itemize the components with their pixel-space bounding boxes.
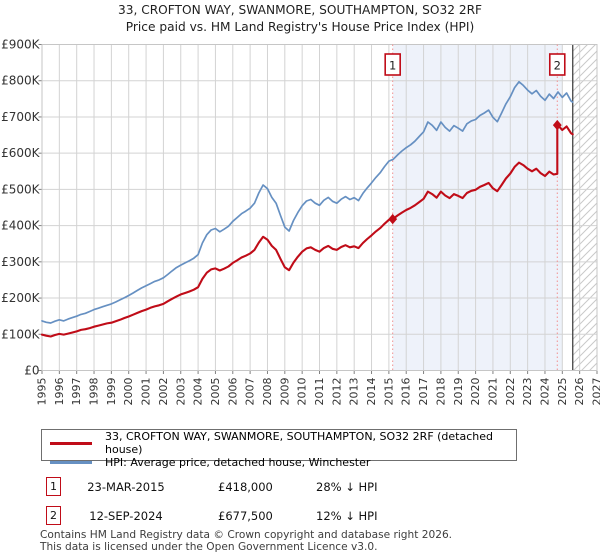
- svg-text:2018: 2018: [434, 378, 447, 406]
- chart-subtitle: Price paid vs. HM Land Registry's House …: [125, 20, 475, 34]
- sale-2-point-diamond: [552, 119, 562, 131]
- svg-text:£900K: £900K: [1, 38, 41, 52]
- sale-1-hpi-delta: 28% ↓ HPI: [316, 480, 378, 494]
- gridlines: [41, 44, 598, 371]
- svg-text:2011: 2011: [313, 378, 326, 406]
- svg-text:2020: 2020: [469, 378, 482, 406]
- legend-row-price-paid: 33, CROFTON WAY, SWANMORE, SOUTHAMPTON, …: [50, 430, 516, 456]
- svg-text:2000: 2000: [122, 378, 135, 406]
- svg-text:2012: 2012: [330, 378, 343, 406]
- svg-text:2022: 2022: [504, 378, 517, 406]
- axis-tick-marks: [38, 44, 598, 374]
- x-axis-year-labels: 1995 1996 1997 1998 1999 2000 2001 2002 2003 2004…: [36, 378, 600, 406]
- svg-text:£300K: £300K: [1, 255, 41, 269]
- legend-label-hpi: HPI: Average price, detached house, Winc…: [105, 456, 371, 469]
- svg-text:2008: 2008: [261, 378, 274, 406]
- svg-text:2013: 2013: [348, 378, 361, 406]
- svg-text:1999: 1999: [105, 378, 118, 406]
- sale-2-hpi-delta: 12% ↓ HPI: [316, 509, 378, 523]
- svg-text:1996: 1996: [53, 378, 66, 406]
- hpi-line-swatch: [50, 461, 92, 464]
- svg-text:2017: 2017: [417, 378, 430, 406]
- future-hatched-region: [572, 44, 597, 371]
- sale-1-date: 23-MAR-2015: [87, 480, 165, 494]
- sale-1-badge: 1: [46, 477, 61, 496]
- svg-text:2004: 2004: [192, 378, 205, 406]
- svg-text:2023: 2023: [521, 378, 534, 406]
- svg-text:2007: 2007: [244, 378, 257, 406]
- plot-border: [41, 44, 598, 371]
- between-sales-shaded-span: [392, 44, 563, 371]
- svg-text:2016: 2016: [400, 378, 413, 406]
- svg-text:2027: 2027: [591, 378, 600, 406]
- svg-text:2001: 2001: [140, 378, 153, 406]
- sale-1-price: £418,000: [218, 480, 273, 494]
- svg-text:2003: 2003: [174, 378, 187, 406]
- svg-text:£800K: £800K: [1, 74, 41, 88]
- svg-text:£0: £0: [24, 364, 39, 378]
- sale-2-price: £677,500: [218, 509, 273, 523]
- svg-text:2021: 2021: [486, 378, 499, 406]
- svg-text:2026: 2026: [573, 378, 586, 406]
- price-history-chart: 1 2 1995 1996 1997 1998 1999 2000 2001 2002 2003 20…: [1, 38, 600, 406]
- svg-text:2025: 2025: [556, 378, 569, 406]
- sale-1-badge-label: 1: [389, 59, 396, 73]
- footer-line-licence: This data is licensed under the Open Gov…: [40, 541, 378, 554]
- legend-row-hpi: HPI: Average price, detached house, Winc…: [50, 456, 516, 469]
- svg-text:2014: 2014: [365, 378, 378, 406]
- svg-text:£100K: £100K: [1, 327, 41, 341]
- svg-text:2015: 2015: [382, 378, 395, 406]
- price-paid-line-swatch: [50, 441, 92, 445]
- sale-2-badge: 2: [46, 506, 61, 525]
- y-axis-price-labels: £0 £100K £200K £300K £400K £500K £600K £700K £80…: [1, 38, 41, 378]
- svg-text:1998: 1998: [88, 378, 101, 406]
- chart-legend: 33, CROFTON WAY, SWANMORE, SOUTHAMPTON, …: [41, 429, 517, 469]
- sale-1-point-diamond: [388, 213, 398, 225]
- svg-text:2006: 2006: [226, 378, 239, 406]
- svg-text:£200K: £200K: [1, 291, 41, 305]
- svg-text:1995: 1995: [36, 378, 49, 406]
- chart-title-address: 33, CROFTON WAY, SWANMORE, SOUTHAMPTON, …: [117, 3, 483, 17]
- svg-text:2002: 2002: [157, 378, 170, 406]
- svg-text:2009: 2009: [278, 378, 291, 406]
- sale-2-badge-label: 2: [554, 59, 561, 73]
- svg-text:2005: 2005: [209, 378, 222, 406]
- price-paid-line: [40, 124, 574, 338]
- license-footer: Contains HM Land Registry data © Crown c…: [40, 529, 452, 554]
- sale-2-date: 12-SEP-2024: [89, 509, 163, 523]
- legend-label-price-paid: 33, CROFTON WAY, SWANMORE, SOUTHAMPTON, …: [105, 430, 494, 456]
- sale-1-badge-box: [384, 53, 401, 76]
- svg-text:£700K: £700K: [1, 110, 41, 124]
- svg-text:2024: 2024: [538, 378, 551, 406]
- svg-text:2019: 2019: [452, 378, 465, 406]
- footer-line-copyright: Contains HM Land Registry data © Crown c…: [40, 529, 453, 541]
- svg-text:£600K: £600K: [1, 146, 41, 160]
- hpi-line: [41, 80, 574, 324]
- svg-text:£500K: £500K: [1, 182, 41, 196]
- svg-text:1997: 1997: [70, 378, 83, 406]
- svg-text:£400K: £400K: [1, 219, 41, 233]
- svg-text:2010: 2010: [296, 378, 309, 406]
- sale-2-badge-box: [548, 53, 566, 76]
